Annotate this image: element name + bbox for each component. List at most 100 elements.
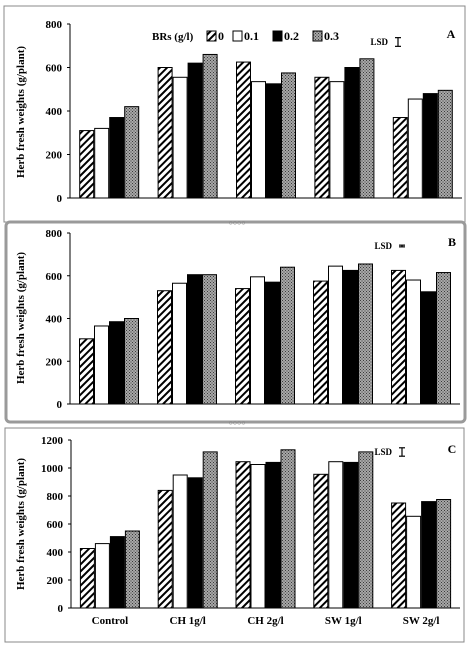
panel-b-bar-series-3-sw-2g-l bbox=[436, 272, 451, 405]
panel-b-bar-series-0-control bbox=[79, 338, 94, 405]
panel-a-bar-series-3-control bbox=[124, 106, 140, 199]
panel-c-bar-series-1-ch-1g-l bbox=[172, 474, 188, 609]
chart-panel-c[interactable]: 0 200 400 600 800 1000 1200 Herb fresh weights … bbox=[15, 435, 460, 627]
panel-a-bar-series-3-ch-2g-l bbox=[281, 72, 296, 199]
panel-a-bar-series-3-sw-1g-l bbox=[359, 58, 375, 199]
panel-c-y-tick-label: 600 bbox=[47, 519, 64, 531]
panel-a-legend: BRs (g/l) 0 0.1 0.2 0.3 bbox=[152, 29, 339, 43]
panel-b-bar-series-1-ch-2g-l bbox=[250, 276, 265, 405]
panel-a-y-tick-label: 200 bbox=[46, 150, 63, 162]
panel-b-bar-series-2-sw-2g-l bbox=[421, 291, 436, 405]
panel-c-bar-series-2-sw-2g-l bbox=[421, 501, 437, 609]
panel-a-y-tick-label: 600 bbox=[46, 63, 63, 75]
panel-c-y-tick-label: 200 bbox=[47, 575, 64, 587]
panel-b-y-axis-title: Herb fresh weights (g/plant) bbox=[15, 252, 27, 384]
panel-a-bar-series-1-sw-2g-l bbox=[407, 98, 423, 199]
panel-b-bar-series-2-ch-2g-l bbox=[265, 281, 280, 405]
chart-panel-a[interactable]: 0 200 400 600 800 Herb fresh weights (g/plant… bbox=[15, 19, 462, 205]
panel-b-bar-series-1-sw-2g-l bbox=[406, 279, 421, 405]
panel-c-bar-series-3-ch-1g-l bbox=[202, 451, 218, 609]
panel-a-bar-series-1-sw-1g-l bbox=[329, 81, 345, 199]
legend-title: BRs (g/l) bbox=[152, 31, 194, 43]
panel-a-bar-series-2-ch-1g-l bbox=[187, 62, 203, 199]
panel-a-bar-series-0-ch-1g-l bbox=[157, 67, 173, 199]
panel-c-bar-series-0-sw-1g-l bbox=[313, 473, 329, 609]
legend-entry-2: 0.2 bbox=[284, 29, 299, 43]
panel-a-bar-series-1-control bbox=[94, 127, 110, 199]
panel-b-y-tick-label: 800 bbox=[46, 228, 63, 240]
panel-c-x-tick-label: Control bbox=[92, 615, 128, 627]
panel-c-x-tick-label: CH 2g/l bbox=[247, 615, 283, 627]
panel-b-bar-series-1-ch-1g-l bbox=[172, 282, 187, 405]
legend-swatch-3 bbox=[312, 30, 323, 42]
legend-swatch-2 bbox=[272, 30, 283, 42]
panel-a-y-tick-label: 0 bbox=[57, 193, 63, 205]
panel-b-lsd-label: LSD bbox=[374, 241, 392, 251]
panel-b-bar-series-1-sw-1g-l bbox=[328, 265, 343, 405]
panel-b-resize-handle-icon[interactable]: ○○○○ bbox=[229, 419, 246, 427]
panel-c-bar-series-3-sw-2g-l bbox=[436, 499, 452, 609]
legend-swatch-0 bbox=[206, 30, 217, 42]
panel-a-label: A bbox=[447, 27, 456, 41]
panel-c-y-tick-label: 800 bbox=[47, 491, 64, 503]
panel-a-bar-series-0-ch-2g-l bbox=[236, 61, 251, 199]
panel-c-bar-series-2-control bbox=[109, 536, 125, 609]
panel-b-y-tick-label: 600 bbox=[46, 271, 63, 283]
panel-c-x-tick-label: SW 2g/l bbox=[403, 615, 440, 627]
panel-c-bar-series-2-ch-2g-l bbox=[265, 461, 281, 609]
panel-c-bar-series-0-control bbox=[79, 548, 95, 609]
panel-c-label: C bbox=[448, 442, 457, 456]
panel-c-y-tick-label: 400 bbox=[47, 547, 64, 559]
panel-a-y-tick-label: 400 bbox=[46, 106, 63, 118]
panel-a-resize-handle-icon[interactable]: ○○○○ bbox=[229, 219, 246, 227]
legend-swatch-1 bbox=[232, 30, 243, 42]
panel-c-y-tick-label: 0 bbox=[58, 603, 64, 615]
panel-a-bar-series-2-control bbox=[109, 117, 125, 199]
panel-c-bar-series-3-sw-1g-l bbox=[358, 451, 374, 609]
panel-c-bar-series-1-ch-2g-l bbox=[250, 464, 266, 609]
panel-c-lsd-bar bbox=[399, 447, 405, 457]
panel-b-label: B bbox=[448, 235, 456, 249]
panel-b-bar-series-2-sw-1g-l bbox=[343, 269, 358, 405]
panel-c-bar-series-1-control bbox=[94, 543, 110, 609]
panel-c-y-tick-label: 1200 bbox=[41, 435, 64, 447]
panel-b-bar-series-3-ch-2g-l bbox=[280, 266, 295, 405]
panel-c-bar-series-2-ch-1g-l bbox=[187, 477, 203, 609]
panel-a-bar-series-2-ch-2g-l bbox=[266, 83, 281, 199]
chart-panel-b[interactable]: 0 200 400 600 800 Herb fresh weights (g/plant… bbox=[15, 228, 460, 411]
panel-c-x-tick-label: CH 1g/l bbox=[170, 615, 206, 627]
panel-a-bar-series-3-sw-2g-l bbox=[437, 89, 453, 199]
panel-a-bar-series-0-sw-1g-l bbox=[314, 76, 330, 199]
panel-b-y-tick-label: 0 bbox=[57, 399, 63, 411]
panel-c-bar-series-0-ch-1g-l bbox=[157, 489, 173, 609]
panel-b-y-tick-label: 200 bbox=[46, 356, 63, 368]
panel-b-y-tick-label: 400 bbox=[46, 314, 63, 326]
panel-b-bar-series-3-sw-1g-l bbox=[358, 263, 373, 405]
panel-a-y-tick-label: 800 bbox=[46, 19, 63, 31]
panel-b-bar-series-3-ch-1g-l bbox=[202, 274, 217, 405]
panel-a-bar-series-3-ch-1g-l bbox=[202, 53, 218, 199]
panel-c-y-tick-label: 1000 bbox=[41, 463, 64, 475]
panel-b-lsd-bar bbox=[399, 244, 405, 248]
panel-b-bar-series-0-ch-2g-l bbox=[235, 288, 250, 405]
panel-b-bar-series-0-sw-2g-l bbox=[391, 269, 406, 405]
panel-c-bar-series-2-sw-1g-l bbox=[343, 461, 359, 609]
legend-entry-0: 0 bbox=[218, 29, 224, 43]
panel-b-bar-series-3-control bbox=[124, 318, 139, 405]
panel-c-lsd-label: LSD bbox=[374, 447, 392, 457]
legend-entry-3: 0.3 bbox=[324, 29, 339, 43]
panel-b-bar-series-0-sw-1g-l bbox=[313, 280, 328, 405]
panel-b-frame bbox=[4, 220, 467, 424]
panel-a-lsd-label: LSD bbox=[370, 37, 388, 47]
panel-a-y-axis-title: Herb fresh weights (g/plant) bbox=[15, 46, 27, 178]
panel-c-bar-series-1-sw-1g-l bbox=[328, 461, 344, 609]
panel-c-frame bbox=[4, 427, 465, 643]
panel-c-bar-series-1-sw-2g-l bbox=[406, 515, 422, 609]
panel-a-bar-series-0-control bbox=[79, 130, 95, 199]
panel-c-bar-series-3-ch-2g-l bbox=[280, 449, 296, 609]
panel-c-bar-series-0-sw-2g-l bbox=[391, 502, 407, 609]
panel-a-bar-series-1-ch-2g-l bbox=[251, 81, 266, 199]
panel-a-bar-series-1-ch-1g-l bbox=[172, 76, 188, 199]
panel-b-bar-series-0-ch-1g-l bbox=[157, 290, 172, 405]
